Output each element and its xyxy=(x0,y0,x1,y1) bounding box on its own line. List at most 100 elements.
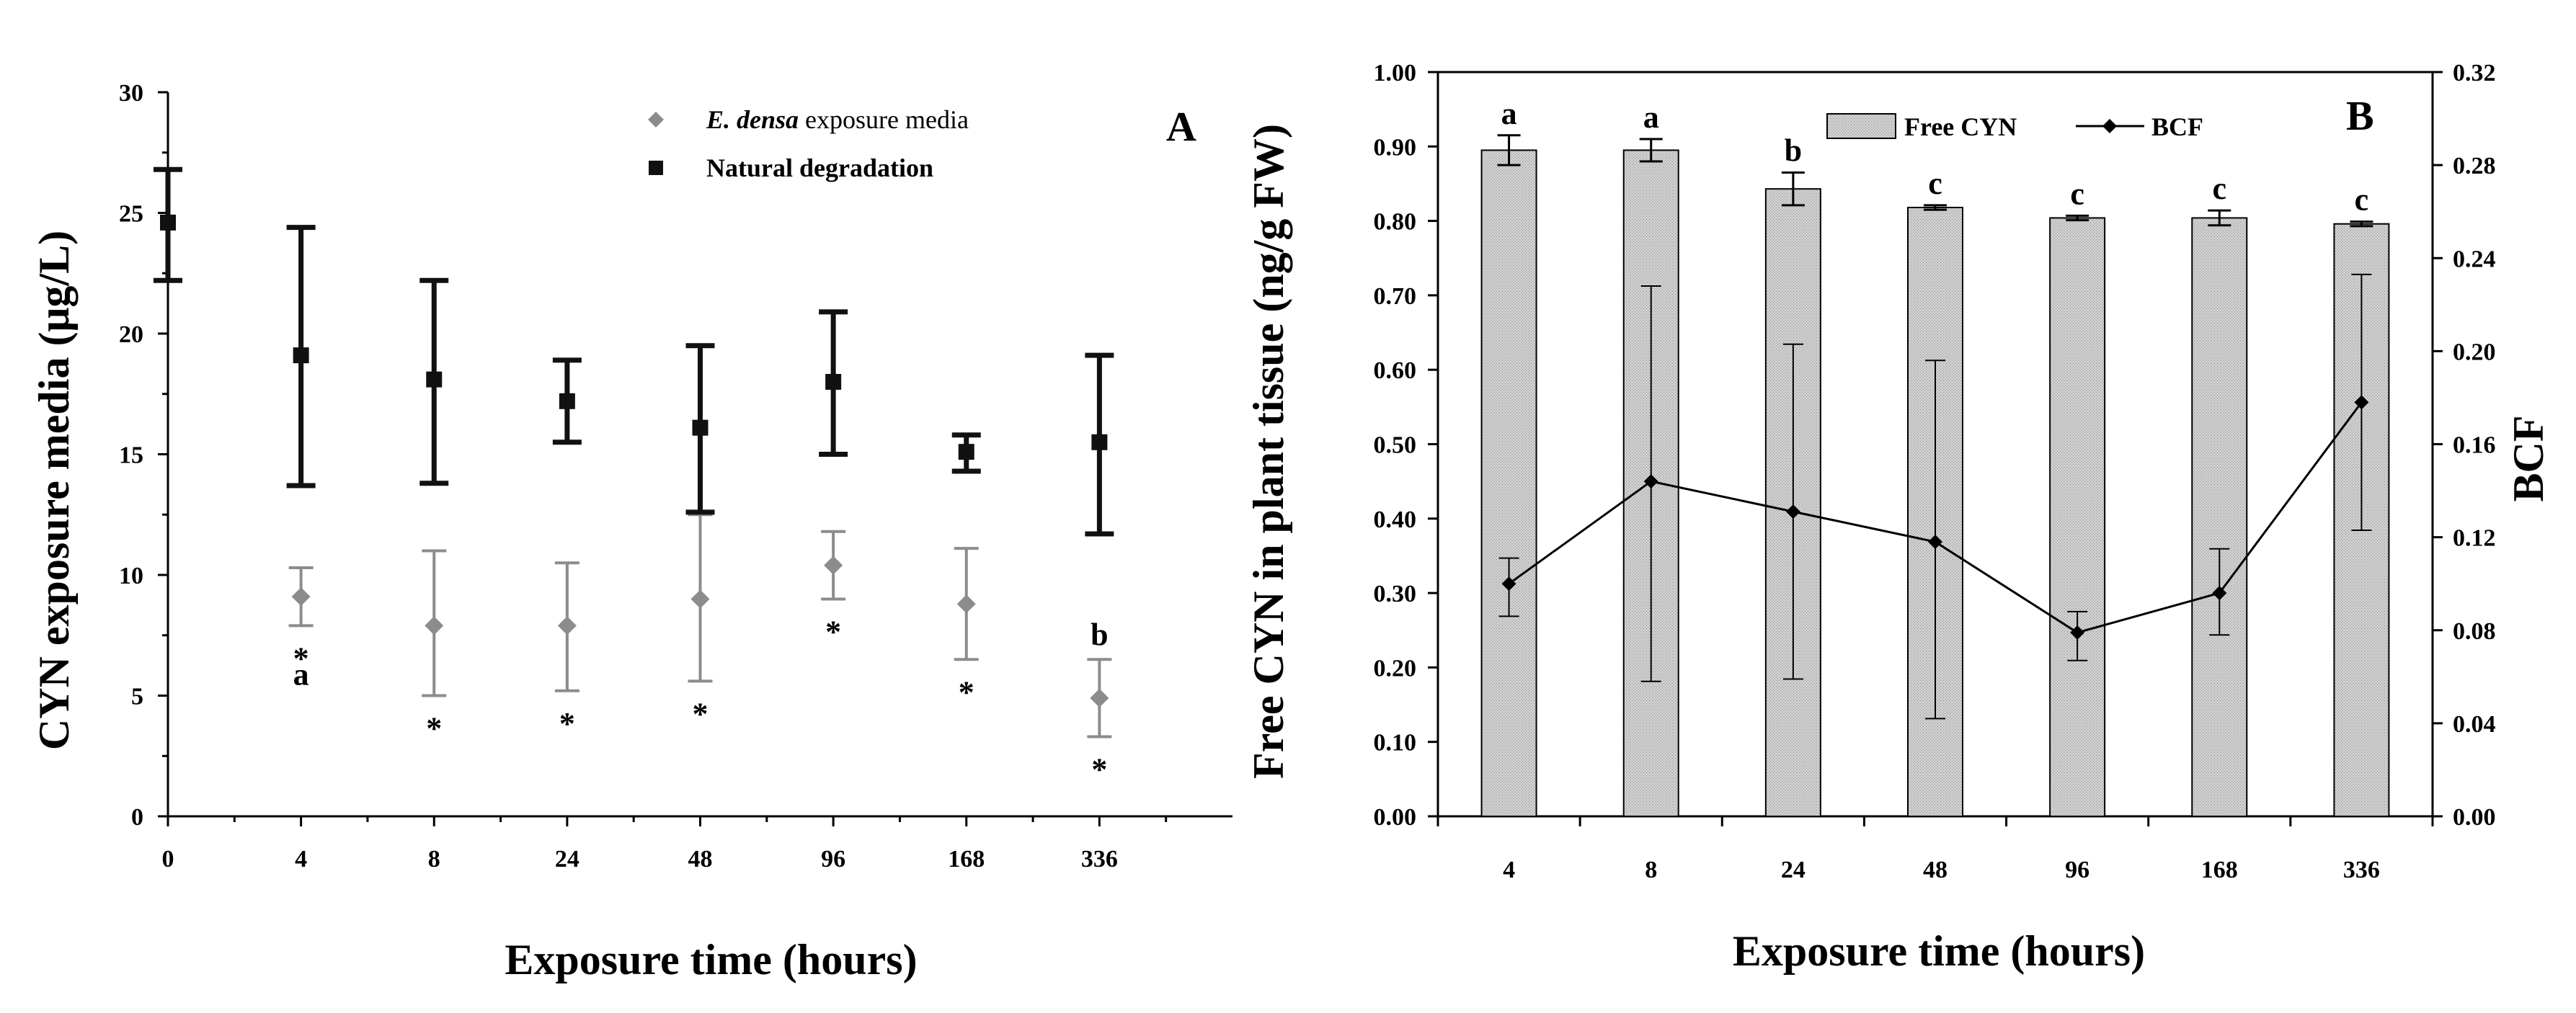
x-tick-label: 24 xyxy=(555,846,579,873)
legend-marker-bcf xyxy=(2102,119,2117,133)
y2-tick-label: 0.28 xyxy=(2453,153,2496,179)
bcf-point xyxy=(1501,576,1516,592)
y2-tick-label: 0.12 xyxy=(2453,525,2496,552)
y-tick-label: 0.80 xyxy=(1374,209,1417,236)
x-tick-label: 168 xyxy=(2201,857,2238,883)
legend-label: Natural degradation xyxy=(706,153,933,182)
bcf-point xyxy=(2354,395,2369,410)
bar xyxy=(1480,149,1537,817)
x-tick-label: 4 xyxy=(1503,857,1515,883)
bar-letter: c xyxy=(2213,171,2227,206)
data-point-diamond xyxy=(291,587,311,607)
bar-letter: c xyxy=(1928,166,1942,201)
legend-swatch-free-cyn xyxy=(1826,113,1896,139)
x-tick-label: 8 xyxy=(1645,857,1657,883)
legend-marker-square xyxy=(649,161,663,175)
y2-tick-label: 0.24 xyxy=(2453,246,2496,272)
y-axis-label: Free CYN in plant tissue (ng/g FW) xyxy=(1245,124,1292,779)
x-axis-label: Exposure time (hours) xyxy=(505,936,917,983)
bcf-point xyxy=(2070,625,2085,640)
y-tick-label: 0.30 xyxy=(1374,581,1417,607)
y-tick-label: 25 xyxy=(119,201,143,228)
significance-mark: b xyxy=(1091,617,1108,652)
data-point-diamond xyxy=(557,616,577,635)
x-tick-label: 24 xyxy=(1781,857,1806,883)
x-tick-label: 8 xyxy=(428,846,440,873)
y-axis-label: CYN exposure media (μg/L) xyxy=(30,231,78,750)
y2-tick-label: 0.04 xyxy=(2453,711,2496,738)
bar-letter: b xyxy=(1785,133,1802,168)
significance-mark: * xyxy=(693,696,709,731)
data-point-diamond xyxy=(690,589,710,609)
significance-mark: a xyxy=(293,656,309,692)
data-point-square xyxy=(426,371,443,388)
y-tick-label: 5 xyxy=(131,684,143,710)
data-point-diamond xyxy=(1090,688,1109,708)
bar xyxy=(2191,217,2248,817)
significance-mark: * xyxy=(426,711,442,746)
y-tick-label: 0.10 xyxy=(1374,730,1417,757)
y-tick-label: 0 xyxy=(131,804,143,831)
data-point-square xyxy=(1091,434,1108,450)
y-tick-label: 15 xyxy=(119,442,143,469)
y2-tick-label: 0.32 xyxy=(2453,60,2496,86)
significance-mark: * xyxy=(825,615,841,650)
data-point-diamond xyxy=(956,594,976,614)
data-point-square xyxy=(293,347,309,364)
bar-letter: a xyxy=(1501,96,1517,131)
bcf-point xyxy=(1928,535,1942,550)
legend-label-text: Natural degradation xyxy=(706,153,933,182)
significance-mark: * xyxy=(293,641,309,676)
y-tick-label: 30 xyxy=(119,80,143,107)
panel-letter: B xyxy=(2346,92,2374,139)
bar-letter: c xyxy=(2070,176,2084,211)
bcf-point xyxy=(2212,586,2227,601)
y2-axis-label: BCF xyxy=(2505,416,2552,502)
data-point-square xyxy=(559,393,575,409)
y-tick-label: 0.00 xyxy=(1374,804,1417,831)
y2-tick-label: 0.08 xyxy=(2453,618,2496,645)
y2-tick-label: 0.16 xyxy=(2453,432,2496,459)
legend-label-text: exposure media xyxy=(799,105,969,134)
bar-letter: c xyxy=(2355,182,2369,218)
y-tick-label: 20 xyxy=(119,321,143,348)
y-tick-label: 0.50 xyxy=(1374,432,1417,459)
y-tick-label: 1.00 xyxy=(1374,60,1417,86)
y-tick-label: 0.90 xyxy=(1374,134,1417,161)
legend-label-italic: E. densa xyxy=(706,105,799,134)
panel-b: 0.00 0.10 0.20 0.30 0.40 0.50 0.60 0.70 0.80 0.90… xyxy=(1245,60,2552,975)
y-tick-label: 0.40 xyxy=(1374,506,1417,533)
x-tick-label: 96 xyxy=(2065,857,2089,883)
x-tick-label: 336 xyxy=(2343,857,2380,883)
significance-mark: * xyxy=(1091,751,1107,787)
x-tick-label: 336 xyxy=(1081,846,1118,873)
data-point-square xyxy=(958,444,974,460)
y-tick-label: 0.70 xyxy=(1374,283,1417,310)
y-tick-label: 0.60 xyxy=(1374,357,1417,384)
x-tick-label: 168 xyxy=(948,846,985,873)
significance-mark: * xyxy=(559,706,575,741)
bcf-point xyxy=(1785,504,1800,519)
x-tick-label: 48 xyxy=(688,846,713,873)
x-tick-label: 48 xyxy=(1923,857,1947,883)
data-point-diamond xyxy=(425,616,444,635)
x-tick-label: 4 xyxy=(295,846,307,873)
y-tick-label: 10 xyxy=(119,563,143,589)
data-point-square xyxy=(825,374,842,390)
panel-letter: A xyxy=(1166,103,1196,150)
legend-label: E. densa exposure media xyxy=(706,105,969,134)
legend-marker-diamond xyxy=(648,112,664,128)
legend-label-bcf: BCF xyxy=(2151,112,2203,141)
y-tick-label: 0.20 xyxy=(1374,655,1417,682)
significance-mark: * xyxy=(959,674,974,710)
x-tick-label: 96 xyxy=(821,846,845,873)
bar-letter: a xyxy=(1643,99,1659,135)
x-tick-label: 0 xyxy=(162,846,174,873)
data-point-diamond xyxy=(824,555,843,575)
data-point-square xyxy=(692,419,709,436)
bar xyxy=(2049,217,2106,817)
y2-tick-label: 0.20 xyxy=(2453,339,2496,365)
data-point-square xyxy=(160,214,176,231)
